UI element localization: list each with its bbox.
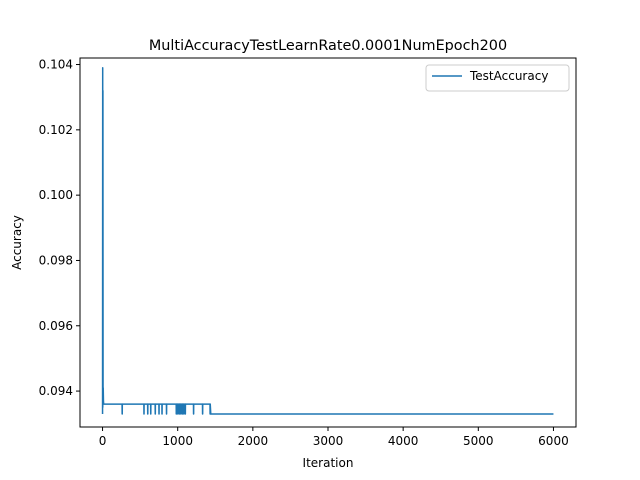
y-tick-label: 0.096 xyxy=(39,319,73,333)
chart-title: MultiAccuracyTestLearnRate0.0001NumEpoch… xyxy=(149,38,507,54)
series-line xyxy=(101,67,554,415)
legend: TestAccuracy xyxy=(425,64,570,92)
y-tick-label: 0.100 xyxy=(39,188,73,202)
y-tick-label: 0.104 xyxy=(39,58,73,72)
legend-label: TestAccuracy xyxy=(469,69,548,83)
y-tick-label: 0.098 xyxy=(39,253,73,267)
y-tick-label: 0.102 xyxy=(39,123,73,137)
y-axis: 0.094 0.096 0.098 0.100 0.102 0.104 xyxy=(39,58,80,398)
x-tick-label: 0 xyxy=(99,434,107,448)
x-axis: 0 1000 2000 3000 4000 5000 6000 xyxy=(99,427,569,448)
y-axis-label: Accuracy xyxy=(10,215,24,270)
y-tick-label: 0.094 xyxy=(39,384,73,398)
x-tick-label: 2000 xyxy=(238,434,269,448)
plot-frame xyxy=(79,57,577,428)
series-layer xyxy=(101,67,554,415)
x-tick-label: 5000 xyxy=(463,434,494,448)
x-tick-label: 6000 xyxy=(538,434,569,448)
x-tick-label: 3000 xyxy=(313,434,344,448)
x-tick-label: 4000 xyxy=(388,434,419,448)
x-axis-label: Iteration xyxy=(303,456,354,470)
x-tick-label: 1000 xyxy=(162,434,193,448)
plot-area xyxy=(79,57,577,428)
legend-box xyxy=(425,64,570,92)
